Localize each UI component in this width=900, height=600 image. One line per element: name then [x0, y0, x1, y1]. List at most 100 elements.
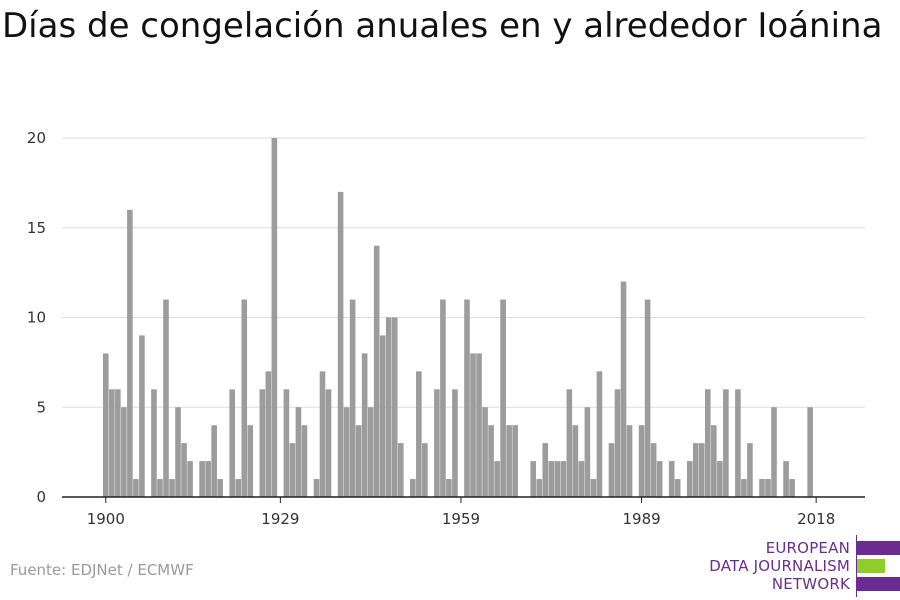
bar-1923 — [241, 299, 248, 497]
chart-title: Días de congelación anuales en y alreded… — [2, 6, 883, 46]
bar-1960 — [464, 299, 470, 497]
bar-1984 — [608, 443, 615, 497]
bar-1917 — [205, 461, 211, 497]
logo-line-2: DATA JOURNALISM — [709, 557, 850, 575]
bar-1903 — [121, 407, 127, 497]
bar-1908 — [151, 389, 157, 497]
bar-1962 — [476, 353, 482, 497]
bar-1910 — [163, 299, 169, 497]
bar-1964 — [488, 425, 494, 497]
bar-1930 — [283, 389, 290, 497]
y-tick-label: 5 — [36, 398, 46, 416]
bar-1976 — [560, 461, 567, 497]
bar-1900 — [103, 353, 109, 497]
bar-1943 — [361, 353, 368, 497]
bar-1957 — [446, 479, 452, 497]
bar-2010 — [765, 479, 771, 497]
bar-1992 — [656, 461, 663, 497]
logo-text: EUROPEAN DATA JOURNALISM NETWORK — [709, 539, 850, 593]
bar-1961 — [470, 353, 476, 497]
y-tick-label: 20 — [27, 129, 46, 147]
bar-1921 — [229, 389, 236, 497]
bar-2007 — [747, 443, 753, 497]
bar-1995 — [674, 479, 681, 497]
bar-1968 — [512, 425, 518, 497]
bar-1947 — [385, 317, 392, 497]
bar-1944 — [367, 407, 374, 497]
bar-1924 — [247, 425, 254, 497]
gridlines — [62, 137, 865, 408]
bar-1994 — [668, 461, 675, 497]
bar-1905 — [133, 479, 139, 497]
bar-1965 — [494, 461, 500, 497]
x-tick-label: 1900 — [87, 510, 125, 528]
bar-1967 — [506, 425, 512, 497]
bar-chart: 0 5 10 15 20 1900 1929 1959 1989 2018 — [27, 129, 865, 528]
bar-1941 — [349, 299, 356, 497]
logo-bar-purple-bottom — [857, 577, 900, 591]
bar-1989 — [638, 425, 645, 497]
bar-1990 — [644, 299, 651, 497]
bar-1971 — [530, 461, 537, 497]
bar-2011 — [771, 407, 777, 497]
bar-2000 — [705, 389, 711, 497]
bar-1958 — [452, 389, 458, 497]
bar-2003 — [723, 389, 729, 497]
logo-rule — [856, 535, 857, 597]
bar-1918 — [211, 425, 217, 497]
x-tick-label: 2018 — [797, 510, 835, 528]
bar-1998 — [692, 443, 699, 497]
logo-line-3: NETWORK — [771, 575, 850, 593]
bar-1985 — [614, 389, 621, 497]
bar-1948 — [391, 317, 398, 497]
bar-1952 — [416, 371, 422, 497]
bar-1922 — [235, 479, 242, 497]
bar-1913 — [181, 443, 187, 497]
x-tick-label: 1989 — [622, 510, 660, 528]
bar-1986 — [620, 281, 627, 497]
logo-bar-purple-top — [857, 541, 900, 555]
bar-1935 — [313, 479, 320, 497]
bar-1991 — [650, 443, 657, 497]
bar-1909 — [157, 479, 163, 497]
bar-1933 — [301, 425, 308, 497]
bar-1914 — [187, 461, 193, 497]
edjnet-logo: EUROPEAN DATA JOURNALISM NETWORK — [690, 535, 900, 597]
bar-1911 — [169, 479, 175, 497]
bar-1981 — [590, 479, 597, 497]
bar-1997 — [686, 461, 693, 497]
bar-1982 — [596, 371, 603, 497]
bar-1956 — [440, 299, 446, 497]
bar-1906 — [139, 335, 145, 497]
bar-1926 — [259, 389, 266, 497]
bar-1940 — [343, 407, 350, 497]
bar-1901 — [109, 389, 115, 497]
bars — [103, 138, 813, 498]
bar-2006 — [741, 479, 747, 497]
bar-1966 — [500, 299, 506, 497]
bar-1912 — [175, 407, 181, 497]
bar-1978 — [572, 425, 579, 497]
bar-1937 — [325, 389, 332, 497]
bar-1980 — [584, 407, 591, 497]
bar-1946 — [379, 335, 386, 497]
bar-1916 — [199, 461, 205, 497]
bar-1902 — [115, 389, 121, 497]
bar-1974 — [548, 461, 555, 497]
bar-1951 — [410, 479, 416, 497]
bar-1945 — [373, 245, 380, 497]
bar-1949 — [397, 443, 404, 497]
bar-1932 — [295, 407, 302, 497]
x-tick-label: 1929 — [261, 510, 299, 528]
y-tick-labels: 0 5 10 15 20 — [27, 129, 46, 506]
bar-1987 — [626, 425, 633, 497]
bar-1931 — [289, 443, 296, 497]
bar-1927 — [265, 371, 272, 497]
bar-1999 — [698, 443, 705, 497]
y-tick-label: 10 — [27, 309, 46, 327]
bar-1977 — [566, 389, 573, 497]
bar-2005 — [735, 389, 741, 497]
bar-2017 — [807, 407, 813, 497]
bar-1975 — [554, 461, 561, 497]
bar-1936 — [319, 371, 326, 497]
